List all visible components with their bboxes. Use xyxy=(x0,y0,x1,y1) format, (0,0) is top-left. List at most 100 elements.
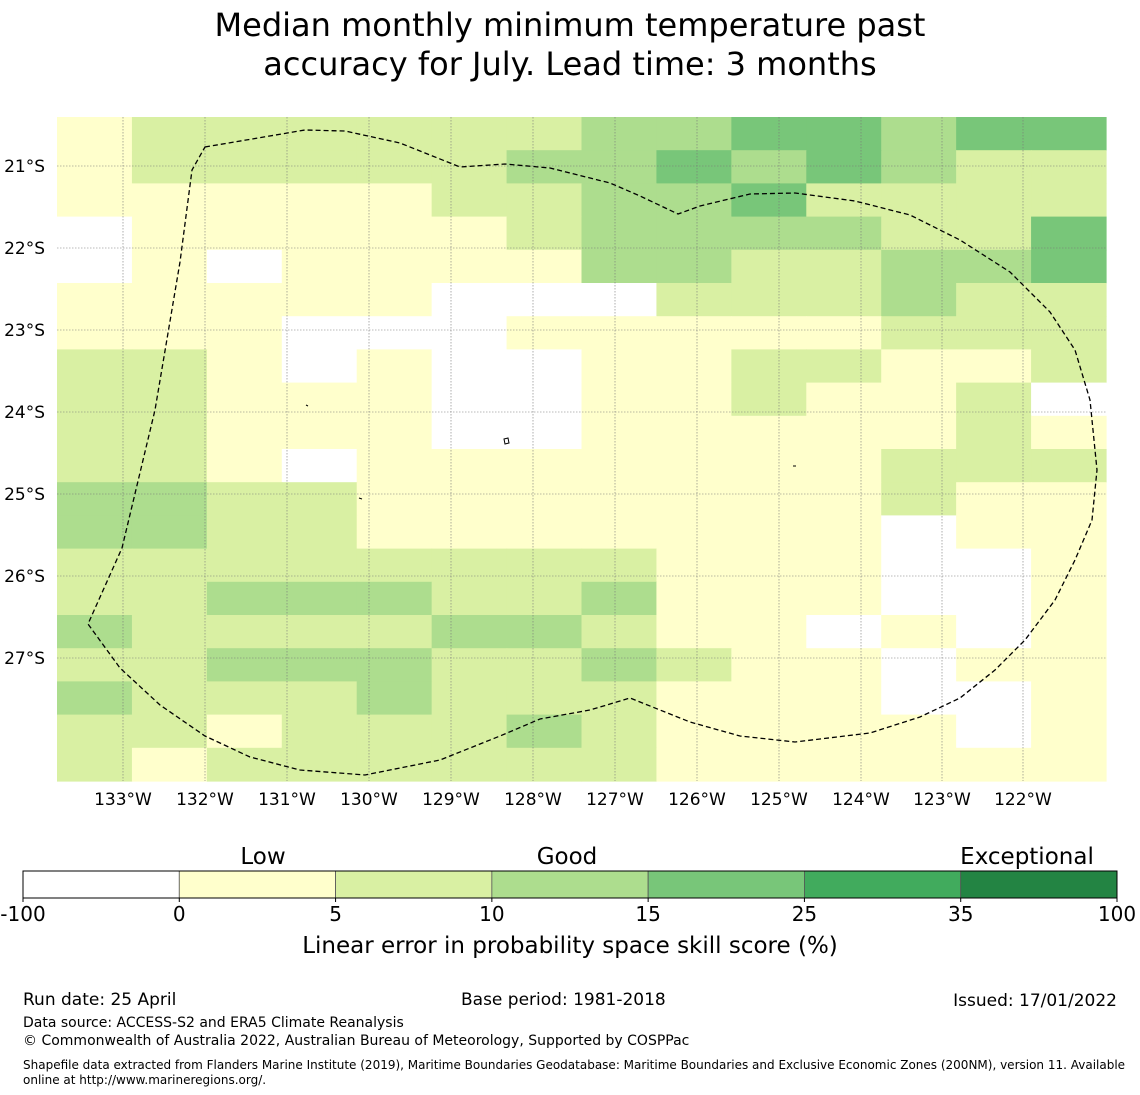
grid-cell xyxy=(731,581,807,616)
grid-cell xyxy=(506,615,583,649)
grid-cell xyxy=(281,216,358,251)
grid-cell xyxy=(281,615,358,649)
grid-cell xyxy=(731,249,807,284)
grid-cell xyxy=(506,382,583,417)
grid-cell xyxy=(431,117,508,151)
grid-cell xyxy=(1031,150,1107,184)
grid-cell xyxy=(1031,714,1107,749)
colorbar-ticks: -100 0 5 10 15 25 35 100 xyxy=(0,898,1136,926)
grid-cell xyxy=(57,714,133,749)
legend-category-exceptional: Exceptional xyxy=(960,844,1094,870)
grid-cell xyxy=(506,316,583,350)
grid-cell xyxy=(57,117,133,151)
grid-cell xyxy=(206,515,283,550)
longitude-label: 131°W xyxy=(258,790,316,810)
grid-cell xyxy=(881,747,957,782)
grid-cell xyxy=(281,648,358,682)
grid-cell xyxy=(1031,283,1107,317)
grid-cell xyxy=(731,548,807,583)
grid-cell xyxy=(956,316,1032,350)
grid-cell xyxy=(57,382,133,417)
copyright: © Commonwealth of Australia 2022, Austra… xyxy=(23,1033,690,1049)
grid-cell xyxy=(57,349,133,384)
grid-cell xyxy=(506,449,583,483)
grid-cell xyxy=(956,283,1032,317)
grid-cell xyxy=(506,249,583,284)
grid-cell xyxy=(1031,548,1107,583)
longitude-label: 126°W xyxy=(668,790,726,810)
grid-cell xyxy=(581,515,658,550)
grid-cell xyxy=(806,283,882,317)
grid-cell xyxy=(356,482,433,516)
grid-cell xyxy=(581,681,658,716)
grid-cell xyxy=(281,349,358,384)
grid-cell xyxy=(356,382,433,417)
latitude-label: 22°S xyxy=(4,239,45,259)
grid-cell xyxy=(731,382,807,417)
grid-cell xyxy=(57,548,133,583)
longitude-label: 123°W xyxy=(913,790,971,810)
grid-cell xyxy=(131,714,208,749)
grid-cell xyxy=(356,548,433,583)
skill-grid-cells xyxy=(57,117,1107,782)
colorbar-tick-label: 35 xyxy=(948,902,973,926)
grid-cell xyxy=(731,515,807,550)
grid-cell xyxy=(506,283,583,317)
grid-cell xyxy=(356,449,433,483)
grid-cell xyxy=(431,482,508,516)
grid-cell xyxy=(656,117,732,151)
grid-cell xyxy=(806,648,882,682)
grid-cell xyxy=(506,216,583,251)
grid-cell xyxy=(431,349,508,384)
longitude-label: 127°W xyxy=(586,790,644,810)
grid-cell xyxy=(581,316,658,350)
longitude-label: 128°W xyxy=(504,790,562,810)
grid-cell xyxy=(206,216,283,251)
longitude-label: 124°W xyxy=(832,790,890,810)
grid-cell xyxy=(206,316,283,350)
base-period: Base period: 1981-2018 xyxy=(461,990,666,1010)
grid-cell xyxy=(1031,681,1107,716)
grid-cell xyxy=(431,415,508,450)
grid-cell xyxy=(131,316,208,350)
grid-cell xyxy=(206,117,283,151)
grid-cell xyxy=(356,249,433,284)
grid-cell xyxy=(656,283,732,317)
grid-cell xyxy=(806,117,882,151)
grid-cell xyxy=(506,548,583,583)
grid-cell xyxy=(656,249,732,284)
graticule xyxy=(57,117,1106,781)
grid-cell xyxy=(581,615,658,649)
longitude-label: 132°W xyxy=(176,790,234,810)
grid-cell xyxy=(881,648,957,682)
map-title: Median monthly minimum temperature past … xyxy=(0,6,1140,84)
legend-category-good: Good xyxy=(537,844,598,870)
grid-cell xyxy=(206,615,283,649)
grid-cell xyxy=(131,515,208,550)
grid-cell xyxy=(206,482,283,516)
grid-cell xyxy=(881,515,957,550)
grid-cell xyxy=(506,747,583,782)
grid-cell xyxy=(656,515,732,550)
grid-cell xyxy=(506,648,583,682)
legend-category-low: Low xyxy=(240,844,285,870)
grid-cell xyxy=(506,581,583,616)
grid-cell xyxy=(881,283,957,317)
grid-cell xyxy=(431,648,508,682)
latitude-label: 24°S xyxy=(4,403,45,423)
grid-cell xyxy=(731,681,807,716)
grid-cell xyxy=(356,117,433,151)
grid-cell xyxy=(656,648,732,682)
grid-cell xyxy=(656,581,732,616)
colorbar-segment xyxy=(491,870,649,899)
grid-cell xyxy=(806,382,882,417)
grid-cell xyxy=(581,449,658,483)
grid-cell xyxy=(131,183,208,218)
latitude-labels: 21°S 22°S 23°S 24°S 25°S 26°S 27°S xyxy=(4,157,45,669)
grid-cell xyxy=(956,415,1032,450)
grid-cell xyxy=(431,615,508,649)
grid-cell xyxy=(581,581,658,616)
grid-cell xyxy=(281,581,358,616)
grid-cell xyxy=(57,681,133,716)
grid-cell xyxy=(281,714,358,749)
